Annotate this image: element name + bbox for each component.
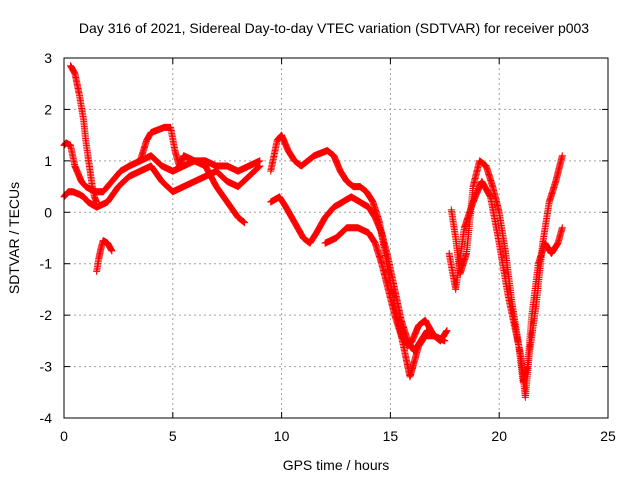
data-points <box>60 62 566 401</box>
ticks: 0 5 10 15 20 25 -4 -3 -2 -1 0 1 2 3 <box>40 50 616 444</box>
x-tick-label: 5 <box>169 428 177 444</box>
y-tick-label: -3 <box>40 359 53 375</box>
y-tick-label: 2 <box>44 101 52 117</box>
data-point <box>558 152 566 160</box>
series-track-4 <box>93 237 116 275</box>
y-tick-label: -4 <box>40 410 53 426</box>
data-point <box>241 219 249 227</box>
series-track-6 <box>267 131 451 381</box>
y-tick-label: -2 <box>40 307 53 323</box>
y-tick-label: 0 <box>44 204 52 220</box>
data-point <box>108 247 116 255</box>
x-tick-label: 20 <box>491 428 507 444</box>
y-tick-label: 3 <box>44 50 52 66</box>
x-tick-label: 10 <box>274 428 290 444</box>
grid <box>64 58 608 418</box>
data-point <box>558 224 566 232</box>
series-track-10 <box>445 152 566 401</box>
x-tick-label: 0 <box>60 428 68 444</box>
y-tick-label: -1 <box>40 256 53 272</box>
data-point <box>443 327 451 335</box>
data-point <box>93 198 101 206</box>
chart-title: Day 316 of 2021, Sidereal Day-to-day VTE… <box>79 20 589 36</box>
y-tick-label: 1 <box>44 153 52 169</box>
plot-frame <box>63 57 609 419</box>
series-track-1 <box>60 162 264 211</box>
series-track-8 <box>321 224 449 350</box>
x-tick-label: 15 <box>383 428 399 444</box>
x-tick-label: 25 <box>600 428 616 444</box>
series-track-3 <box>67 62 101 206</box>
data-point <box>441 337 449 345</box>
data-point <box>256 157 264 165</box>
series-track-9 <box>447 157 566 386</box>
x-axis-label: GPS time / hours <box>283 457 390 473</box>
series-track-5 <box>136 123 249 227</box>
y-axis-label: SDTVAR / TECUs <box>6 182 22 294</box>
series-track-7 <box>267 193 438 355</box>
